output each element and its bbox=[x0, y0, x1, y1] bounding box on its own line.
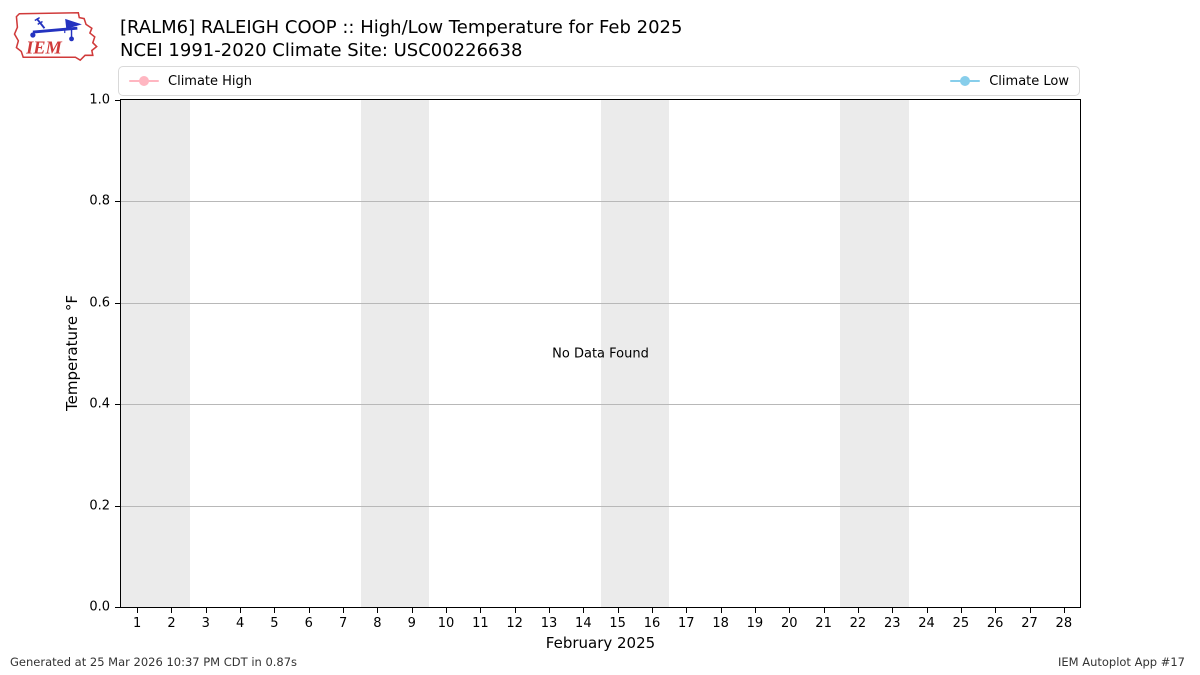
x-tick-label: 26 bbox=[986, 616, 1004, 631]
x-tick-mark bbox=[343, 608, 345, 613]
iem-logo: IEM bbox=[13, 11, 98, 62]
y-tick-mark bbox=[115, 201, 120, 203]
legend-marker-icon bbox=[129, 76, 159, 86]
x-tick-mark bbox=[1029, 608, 1031, 613]
x-tick-mark bbox=[720, 608, 722, 613]
x-tick-mark bbox=[480, 608, 482, 613]
y-tick-label: 0.4 bbox=[89, 396, 110, 412]
x-tick-mark bbox=[823, 608, 825, 613]
weekend-band bbox=[600, 100, 669, 607]
x-tick-mark bbox=[205, 608, 207, 613]
x-tick-label: 9 bbox=[407, 616, 416, 631]
y-axis: 0.0 0.2 0.4 0.6 0.8 1.0 bbox=[0, 93, 120, 615]
wind-vane-icon bbox=[30, 16, 82, 42]
y-tick-mark bbox=[115, 505, 120, 507]
y-tick-label: 1.0 bbox=[89, 92, 110, 108]
legend-label: Climate High bbox=[168, 73, 253, 89]
plot-area: No Data Found bbox=[120, 99, 1081, 608]
x-tick-label: 18 bbox=[712, 616, 729, 631]
x-tick-mark bbox=[857, 608, 859, 613]
x-tick-mark bbox=[377, 608, 379, 613]
x-tick-mark bbox=[171, 608, 173, 613]
x-tick-label: 27 bbox=[1021, 616, 1038, 631]
y-tick-mark bbox=[115, 100, 120, 101]
x-tick-label: 14 bbox=[575, 616, 592, 631]
x-tick-label: 19 bbox=[746, 616, 764, 631]
y-tick-mark bbox=[115, 404, 120, 406]
x-tick-label: 17 bbox=[678, 616, 695, 631]
chart-subtitle: NCEI 1991-2020 Climate Site: USC00226638 bbox=[120, 40, 523, 61]
x-tick-label: 28 bbox=[1055, 616, 1073, 631]
y-tick-mark bbox=[115, 607, 120, 608]
y-tick-label: 0.0 bbox=[89, 599, 110, 615]
chart-title: [RALM6] RALEIGH COOP :: High/Low Tempera… bbox=[120, 17, 683, 38]
x-tick-label: 4 bbox=[235, 616, 245, 631]
x-tick-label: 20 bbox=[780, 616, 798, 631]
x-tick-mark bbox=[583, 608, 585, 613]
gridline bbox=[121, 404, 1080, 406]
x-tick-mark bbox=[308, 608, 310, 613]
legend-label: Climate Low bbox=[989, 73, 1069, 89]
y-tick-label: 0.8 bbox=[89, 193, 110, 209]
x-tick-mark bbox=[549, 608, 551, 613]
x-tick-mark bbox=[274, 608, 276, 613]
legend: Climate High Climate Low bbox=[118, 66, 1080, 96]
legend-item-climate-high: Climate High bbox=[129, 74, 252, 89]
x-tick-mark bbox=[1063, 608, 1065, 613]
iem-logo-text: IEM bbox=[25, 37, 62, 57]
x-tick-label: 5 bbox=[270, 616, 279, 631]
legend-item-climate-low: Climate Low bbox=[950, 74, 1069, 89]
y-axis-label: Temperature °F bbox=[63, 295, 81, 411]
x-tick-mark bbox=[137, 608, 139, 613]
x-tick-mark bbox=[651, 608, 653, 613]
x-tick-label: 12 bbox=[506, 616, 523, 631]
x-axis-label: February 2025 bbox=[545, 634, 656, 652]
gridline bbox=[121, 302, 1080, 304]
x-tick-label: 3 bbox=[201, 616, 210, 631]
x-tick-label: 23 bbox=[883, 616, 901, 631]
y-tick-label: 0.2 bbox=[89, 498, 110, 514]
x-tick-mark bbox=[926, 608, 928, 613]
gridline bbox=[121, 505, 1080, 507]
generated-timestamp: Generated at 25 Mar 2026 10:37 PM CDT in… bbox=[10, 655, 298, 669]
x-tick-label: 21 bbox=[815, 616, 832, 631]
x-tick-label: 25 bbox=[952, 616, 970, 631]
app-reference: IEM Autoplot App #17 bbox=[1057, 655, 1185, 669]
x-tick-mark bbox=[789, 608, 791, 613]
x-tick-label: 24 bbox=[918, 616, 935, 631]
x-tick-mark bbox=[514, 608, 516, 613]
x-tick-mark bbox=[686, 608, 688, 613]
weekend-band bbox=[360, 100, 430, 607]
x-tick-mark bbox=[960, 608, 962, 613]
x-tick-mark bbox=[995, 608, 997, 613]
weekend-band bbox=[121, 100, 190, 607]
x-tick-label: 11 bbox=[472, 616, 489, 631]
y-tick-label: 0.6 bbox=[89, 295, 110, 311]
x-tick-mark bbox=[411, 608, 413, 613]
x-axis: 1 2 3 4 5 6 7 8 9 10 11 12 13 14 15 16 17 18 19 20 21 22 23 24 2… bbox=[120, 608, 1081, 654]
no-data-message: No Data Found bbox=[552, 346, 649, 361]
weekend-band bbox=[840, 100, 909, 607]
x-tick-label: 1 bbox=[133, 616, 142, 631]
y-tick-mark bbox=[115, 302, 120, 304]
x-tick-mark bbox=[240, 608, 242, 613]
x-tick-label: 8 bbox=[373, 616, 382, 631]
x-tick-label: 13 bbox=[540, 616, 558, 631]
chart-title-block: [RALM6] RALEIGH COOP :: High/Low Tempera… bbox=[120, 16, 682, 62]
x-tick-mark bbox=[617, 608, 619, 613]
x-tick-label: 7 bbox=[338, 616, 348, 631]
iowa-outline-icon bbox=[13, 11, 98, 62]
x-tick-label: 2 bbox=[167, 616, 176, 631]
x-tick-label: 15 bbox=[609, 616, 626, 631]
x-tick-label: 22 bbox=[849, 616, 867, 631]
x-tick-mark bbox=[754, 608, 756, 613]
x-tick-label: 10 bbox=[437, 616, 455, 631]
legend-marker-icon bbox=[950, 76, 981, 86]
x-tick-mark bbox=[892, 608, 894, 613]
x-tick-mark bbox=[446, 608, 448, 613]
x-tick-label: 16 bbox=[643, 616, 661, 631]
x-tick-label: 6 bbox=[304, 616, 313, 631]
gridline bbox=[121, 201, 1080, 203]
